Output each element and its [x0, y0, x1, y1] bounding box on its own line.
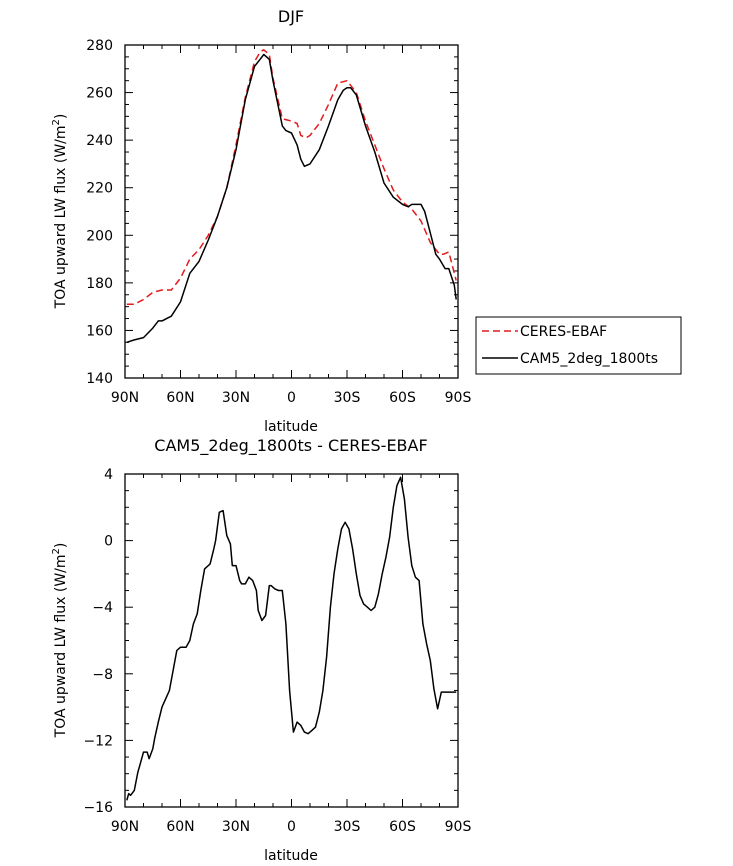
y-tick-label: 260	[86, 86, 113, 102]
x-axis: 90N 60N 30N 0 30S 60S 90S	[111, 45, 472, 406]
panel-top-climatology: DJF 90N 60N 30N 0 30S 60S 90S 140 160 180 200 220 2…	[51, 7, 682, 435]
y-tick-label: −16	[83, 800, 113, 816]
x-tick-label: 90S	[445, 390, 472, 406]
x-tick-label: 90N	[111, 390, 139, 406]
x-tick-label: 60S	[389, 819, 416, 835]
x-tick-label: 60S	[389, 390, 416, 406]
y-tick-label: −4	[92, 600, 113, 616]
y-tick-label: 4	[104, 467, 113, 483]
x-tick-label: 90N	[111, 819, 139, 835]
y-axis-label-superscript: 2	[51, 119, 62, 125]
legend-box	[475, 316, 682, 375]
x-tick-label: 30N	[222, 819, 250, 835]
legend: CERES-EBAF CAM5_2deg_1800ts	[475, 316, 682, 375]
y-tick-label: 0	[104, 534, 113, 550]
x-tick-label: 0	[287, 819, 296, 835]
y-tick-label: 140	[86, 371, 113, 387]
y-axis-label-superscript-difference: 2	[51, 548, 62, 554]
y-axis-label-text: TOA upward LW flux (W/m	[53, 125, 69, 309]
series-group-difference	[126, 476, 457, 801]
plot-frame-difference	[124, 473, 459, 808]
x-tick-label: 30S	[334, 819, 361, 835]
x-tick-label: 60N	[166, 819, 194, 835]
y-axis-label-close: )	[53, 114, 69, 119]
y-axis-label: TOA upward LW flux (W/m2)	[51, 114, 69, 310]
x-tick-label: 60N	[166, 390, 194, 406]
y-axis-label-text-difference: TOA upward LW flux (W/m	[53, 554, 69, 738]
x-axis-label: latitude	[264, 419, 318, 435]
y-tick-label: 200	[86, 228, 113, 244]
legend-label-cam5: CAM5_2deg_1800ts	[520, 351, 658, 367]
series-group	[126, 49, 457, 344]
series-line-difference	[126, 476, 457, 801]
y-tick-label: 280	[86, 38, 113, 54]
chart-title: DJF	[278, 7, 304, 26]
y-tick-label: −8	[92, 667, 113, 683]
x-axis-label-difference: latitude	[264, 848, 318, 864]
x-tick-label: 30N	[222, 390, 250, 406]
y-axis-label-close-difference: )	[53, 543, 69, 548]
legend-label-ceres: CERES-EBAF	[520, 324, 607, 340]
y-axis: 140 160 180 200 220 240 260 280	[86, 38, 458, 387]
y-tick-label: −12	[83, 733, 113, 749]
x-tick-label: 90S	[445, 819, 472, 835]
y-tick-label: 220	[86, 181, 113, 197]
panel-bottom-difference: CAM5_2deg_1800ts - CERES-EBAF 90N 60N 30N 0…	[51, 436, 471, 864]
plot-frame	[124, 44, 459, 379]
y-axis-label-difference: TOA upward LW flux (W/m2)	[51, 543, 69, 739]
x-axis-difference: 90N 60N 30N 0 30S 60S 90S	[111, 474, 472, 835]
x-tick-label: 30S	[334, 390, 361, 406]
chart-title-difference: CAM5_2deg_1800ts - CERES-EBAF	[154, 436, 427, 456]
x-tick-label: 0	[287, 390, 296, 406]
y-tick-label: 240	[86, 133, 113, 149]
y-tick-label: 180	[86, 276, 113, 292]
series-line-cam5-2deg-1800ts	[126, 53, 457, 344]
y-axis-difference: −16 −12 −8 −4 0 4	[83, 467, 458, 816]
y-tick-label: 160	[86, 323, 113, 339]
series-line-ceres-ebaf	[126, 49, 457, 306]
